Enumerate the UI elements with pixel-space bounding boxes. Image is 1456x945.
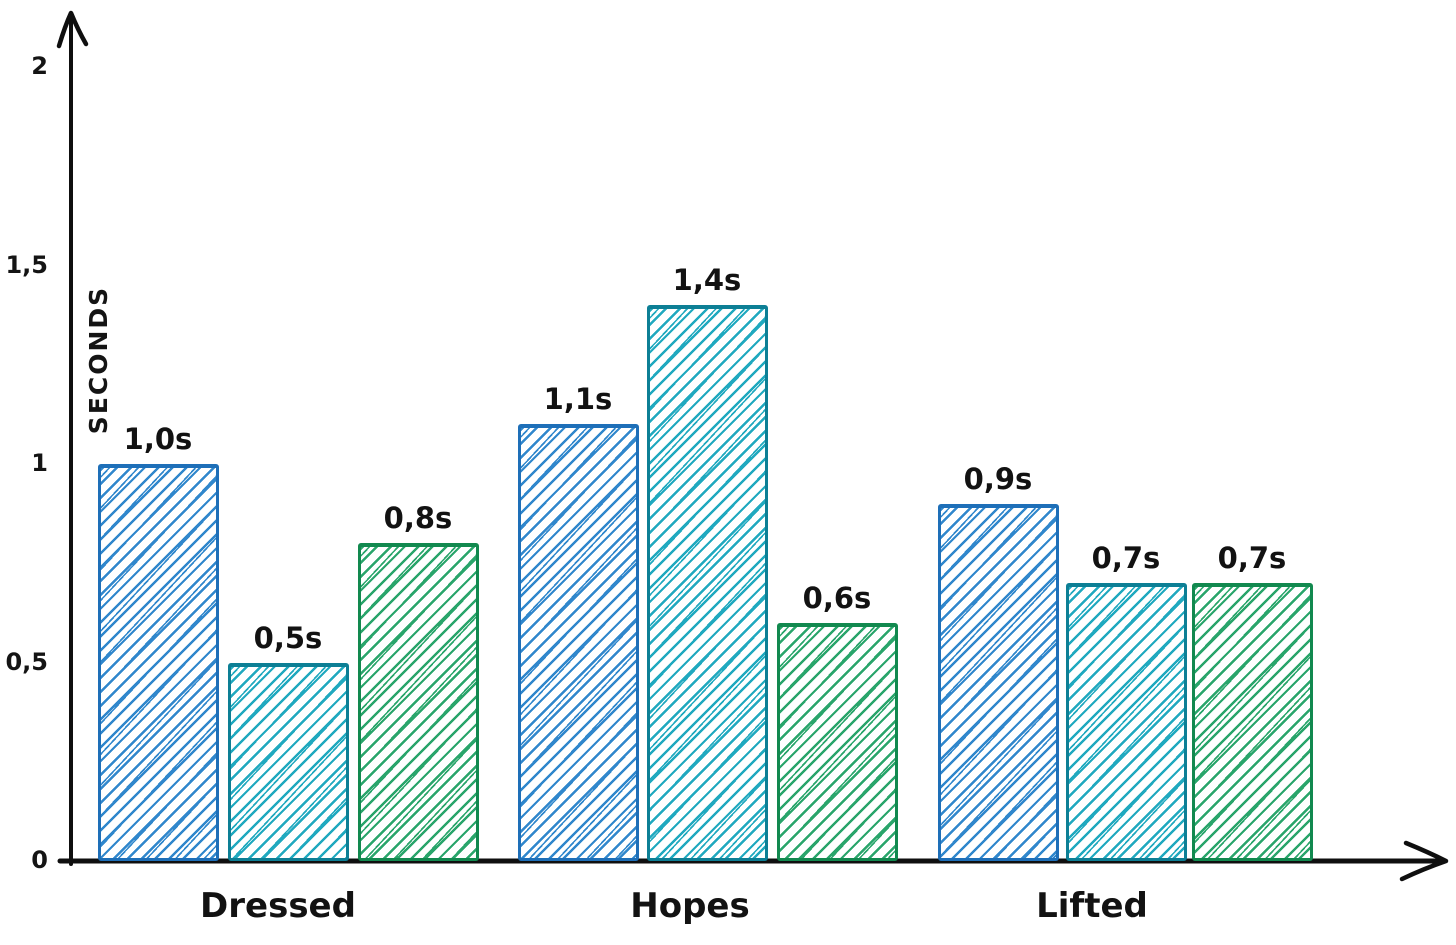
category-label: Dressed	[200, 886, 356, 926]
x-axis-arrowhead-icon	[1399, 840, 1449, 882]
bar-value-label: 1,4s	[672, 263, 742, 298]
category-label: Lifted	[1036, 886, 1148, 926]
y-tick-label: 1	[31, 449, 48, 477]
bar-value-label: 0,9s	[963, 461, 1033, 496]
bar	[518, 424, 639, 861]
y-tick-label: 2	[31, 52, 48, 80]
bar-value-label: 1,1s	[543, 382, 613, 417]
y-tick-label: 0,5	[5, 647, 48, 676]
bar-value-label: 0,5s	[253, 620, 323, 655]
bar	[98, 464, 219, 861]
bar-value-label: 0,8s	[383, 501, 453, 536]
bar	[647, 305, 768, 861]
bar-value-label: 0,7s	[1091, 541, 1161, 576]
bar-value-label: 1,0s	[123, 422, 193, 456]
y-axis-arrowhead-icon	[56, 10, 89, 49]
bar	[938, 503, 1059, 861]
bar	[1192, 583, 1313, 861]
bar	[228, 662, 349, 861]
category-label: Hopes	[630, 886, 750, 926]
y-tick-label: 1,5	[5, 250, 48, 279]
bar	[358, 543, 479, 861]
bar	[1066, 583, 1187, 861]
bar-value-label: 0,7s	[1217, 541, 1287, 576]
bar-value-label: 0,6s	[802, 580, 872, 615]
bar	[777, 622, 898, 861]
y-tick-label: 0	[31, 846, 48, 874]
